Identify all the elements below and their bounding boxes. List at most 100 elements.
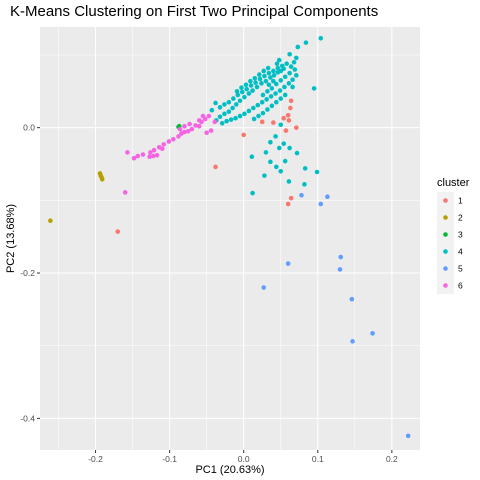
cluster-6-point [154,152,160,158]
legend-label-5: 5 [458,264,463,274]
cluster-6-point [171,136,176,142]
cluster-4-point [237,113,243,119]
cluster-6-point [148,150,153,155]
cluster-1-point [285,201,291,207]
y-tick-label: -0.4 [20,413,35,423]
cluster-6-point [122,190,128,195]
cluster-4-point [287,145,292,151]
cluster-6-point [193,123,198,128]
cluster-4-point [234,89,240,94]
cluster-4-point [260,110,266,116]
cluster-4-point [268,159,273,165]
cluster-6-point [131,155,137,161]
cluster-4-point [278,168,284,174]
cluster-4-point [239,89,245,95]
x-axis-ticks: -0.2 -0.1 0.0 0.1 0.2 [88,450,398,464]
cluster-4-point [248,83,254,88]
cluster-5-point [299,192,304,198]
cluster-4-point [293,73,299,78]
cluster-4-point [239,85,244,90]
cluster-4-point [259,81,264,86]
cluster-5-point [349,296,355,302]
legend-swatch-4 [443,249,448,254]
cluster-4-point [314,169,320,175]
cluster-4-point [273,91,278,96]
cluster-4-point [230,105,235,111]
cluster-4-point [222,102,227,107]
cluster-4-point [252,75,258,81]
cluster-1-point [286,118,292,123]
cluster-4-point [294,150,300,156]
legend-label-4: 4 [458,247,463,257]
cluster-4-point [261,68,267,74]
cluster-1-point [288,105,293,111]
x-tick-label: 0.1 [312,454,324,464]
cluster-4-point [257,76,263,82]
cluster-4-point [249,154,255,160]
cluster-5-point [338,254,344,260]
cluster-4-point [213,100,218,106]
cluster-4-point [260,92,266,98]
x-tick-label: -0.2 [88,454,103,464]
cluster-4-point [246,91,252,96]
cluster-4-point [290,84,295,90]
cluster-5-point [261,285,267,290]
cluster-4-point [222,111,227,117]
cluster-5-point [350,339,355,344]
cluster-4-point [302,166,308,171]
x-tick-label: 0.2 [386,454,398,464]
cluster-4-point [286,179,292,184]
cluster-4-point [226,109,232,114]
cluster-4-point [275,65,281,71]
cluster-4-point [264,97,269,102]
cluster-4-point [209,107,215,113]
cluster-4-point [228,117,234,122]
cluster-4-point [293,55,299,61]
cluster-4-point [278,122,284,128]
cluster-4-point [290,77,295,82]
cluster-4-point [275,70,281,75]
y-tick-label: 0.0 [23,123,35,133]
cluster-4-point [243,82,249,88]
legend-label-6: 6 [458,281,463,291]
cluster-1-point [241,132,247,138]
cluster-4-point [278,96,284,101]
cluster-4-point [217,114,223,120]
cluster-4-point [269,86,275,91]
cluster-4-point [282,84,287,90]
cluster-4-point [276,145,282,151]
data-points [48,35,411,439]
x-axis-title: PC1 (20.63%) [195,464,264,476]
cluster-4-point [291,59,297,65]
cluster-4-point [266,70,272,76]
cluster-4-point [302,182,307,187]
cluster-4-point [233,115,238,121]
cluster-6-point [176,134,181,139]
cluster-6-point [187,121,192,127]
cluster-6-point [189,126,195,132]
cluster-4-point [226,99,232,105]
cluster-4-point [276,57,282,63]
cluster-6-point [177,126,183,132]
cluster-6-point [140,152,146,157]
legend-label-3: 3 [458,230,463,240]
cluster-1-point [259,119,265,125]
legend-title: cluster [437,177,470,189]
cluster-1-point [213,164,218,170]
cluster-6-point [182,123,187,129]
cluster-4-point [268,139,273,145]
x-tick-label: -0.1 [162,454,177,464]
cluster-4-point [265,89,270,94]
cluster-6-point [206,113,212,119]
cluster-1-point [285,113,291,118]
cluster-6-point [147,154,152,160]
cluster-4-point [271,73,277,78]
legend-items: 1 2 3 4 5 6 [437,192,463,294]
cluster-6-point [200,113,206,119]
cluster-4-point [248,78,253,84]
cluster-4-point [282,92,288,98]
cluster-4-point [273,99,279,105]
cluster-4-point [265,65,271,71]
cluster-4-point [273,81,279,87]
